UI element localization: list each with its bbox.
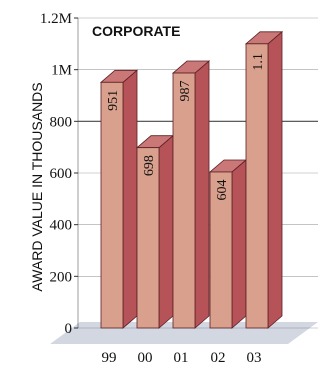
bar: 987	[171, 60, 211, 329]
y-axis-label: AWARD VALUE IN THOUSANDS	[29, 82, 45, 291]
bar: 1.1	[244, 30, 284, 329]
bar: 604	[208, 159, 248, 329]
bar-data-label: 604	[215, 179, 230, 200]
y-tick-label: 1.2M	[40, 11, 72, 27]
bar-data-label: 698	[142, 155, 157, 176]
bar: 951	[99, 69, 139, 329]
bar-side-face	[267, 30, 283, 329]
bar-side-face	[158, 134, 174, 329]
x-tick-label: 01	[174, 350, 189, 366]
x-axis: 99 00 01 02 03	[102, 350, 262, 366]
y-tick-label: 1M	[51, 63, 72, 79]
y-tick-label: 800	[50, 114, 73, 130]
y-tick-label: 0	[65, 321, 73, 337]
bar-front-face	[136, 147, 160, 329]
bar-front-face	[209, 171, 233, 329]
chart-title: CORPORATE	[92, 23, 180, 39]
bar: 698	[135, 134, 175, 329]
bar-data-label: 1.1	[251, 53, 266, 70]
bar-side-face	[194, 60, 210, 329]
y-tick-label: 400	[50, 218, 73, 234]
bar-front-face	[172, 72, 196, 329]
bar-data-label: 951	[106, 90, 121, 111]
bars: 951 698 987 604 1.1	[99, 30, 284, 329]
bar-front-face	[100, 81, 124, 329]
bar-side-face	[122, 69, 138, 329]
bar-data-label: 987	[178, 81, 193, 102]
chart-title-background	[88, 20, 194, 41]
x-tick-label: 03	[247, 350, 262, 366]
x-tick-label: 02	[211, 350, 226, 366]
bar-side-face	[231, 159, 247, 329]
y-axis: 0 200 400 600 800 1M 1.2M	[40, 11, 79, 337]
x-tick-label: 00	[138, 350, 153, 366]
bar-front-face	[245, 43, 269, 329]
y-tick-label: 600	[50, 166, 73, 182]
x-tick-label: 99	[102, 350, 117, 366]
y-tick-label: 200	[50, 269, 73, 285]
